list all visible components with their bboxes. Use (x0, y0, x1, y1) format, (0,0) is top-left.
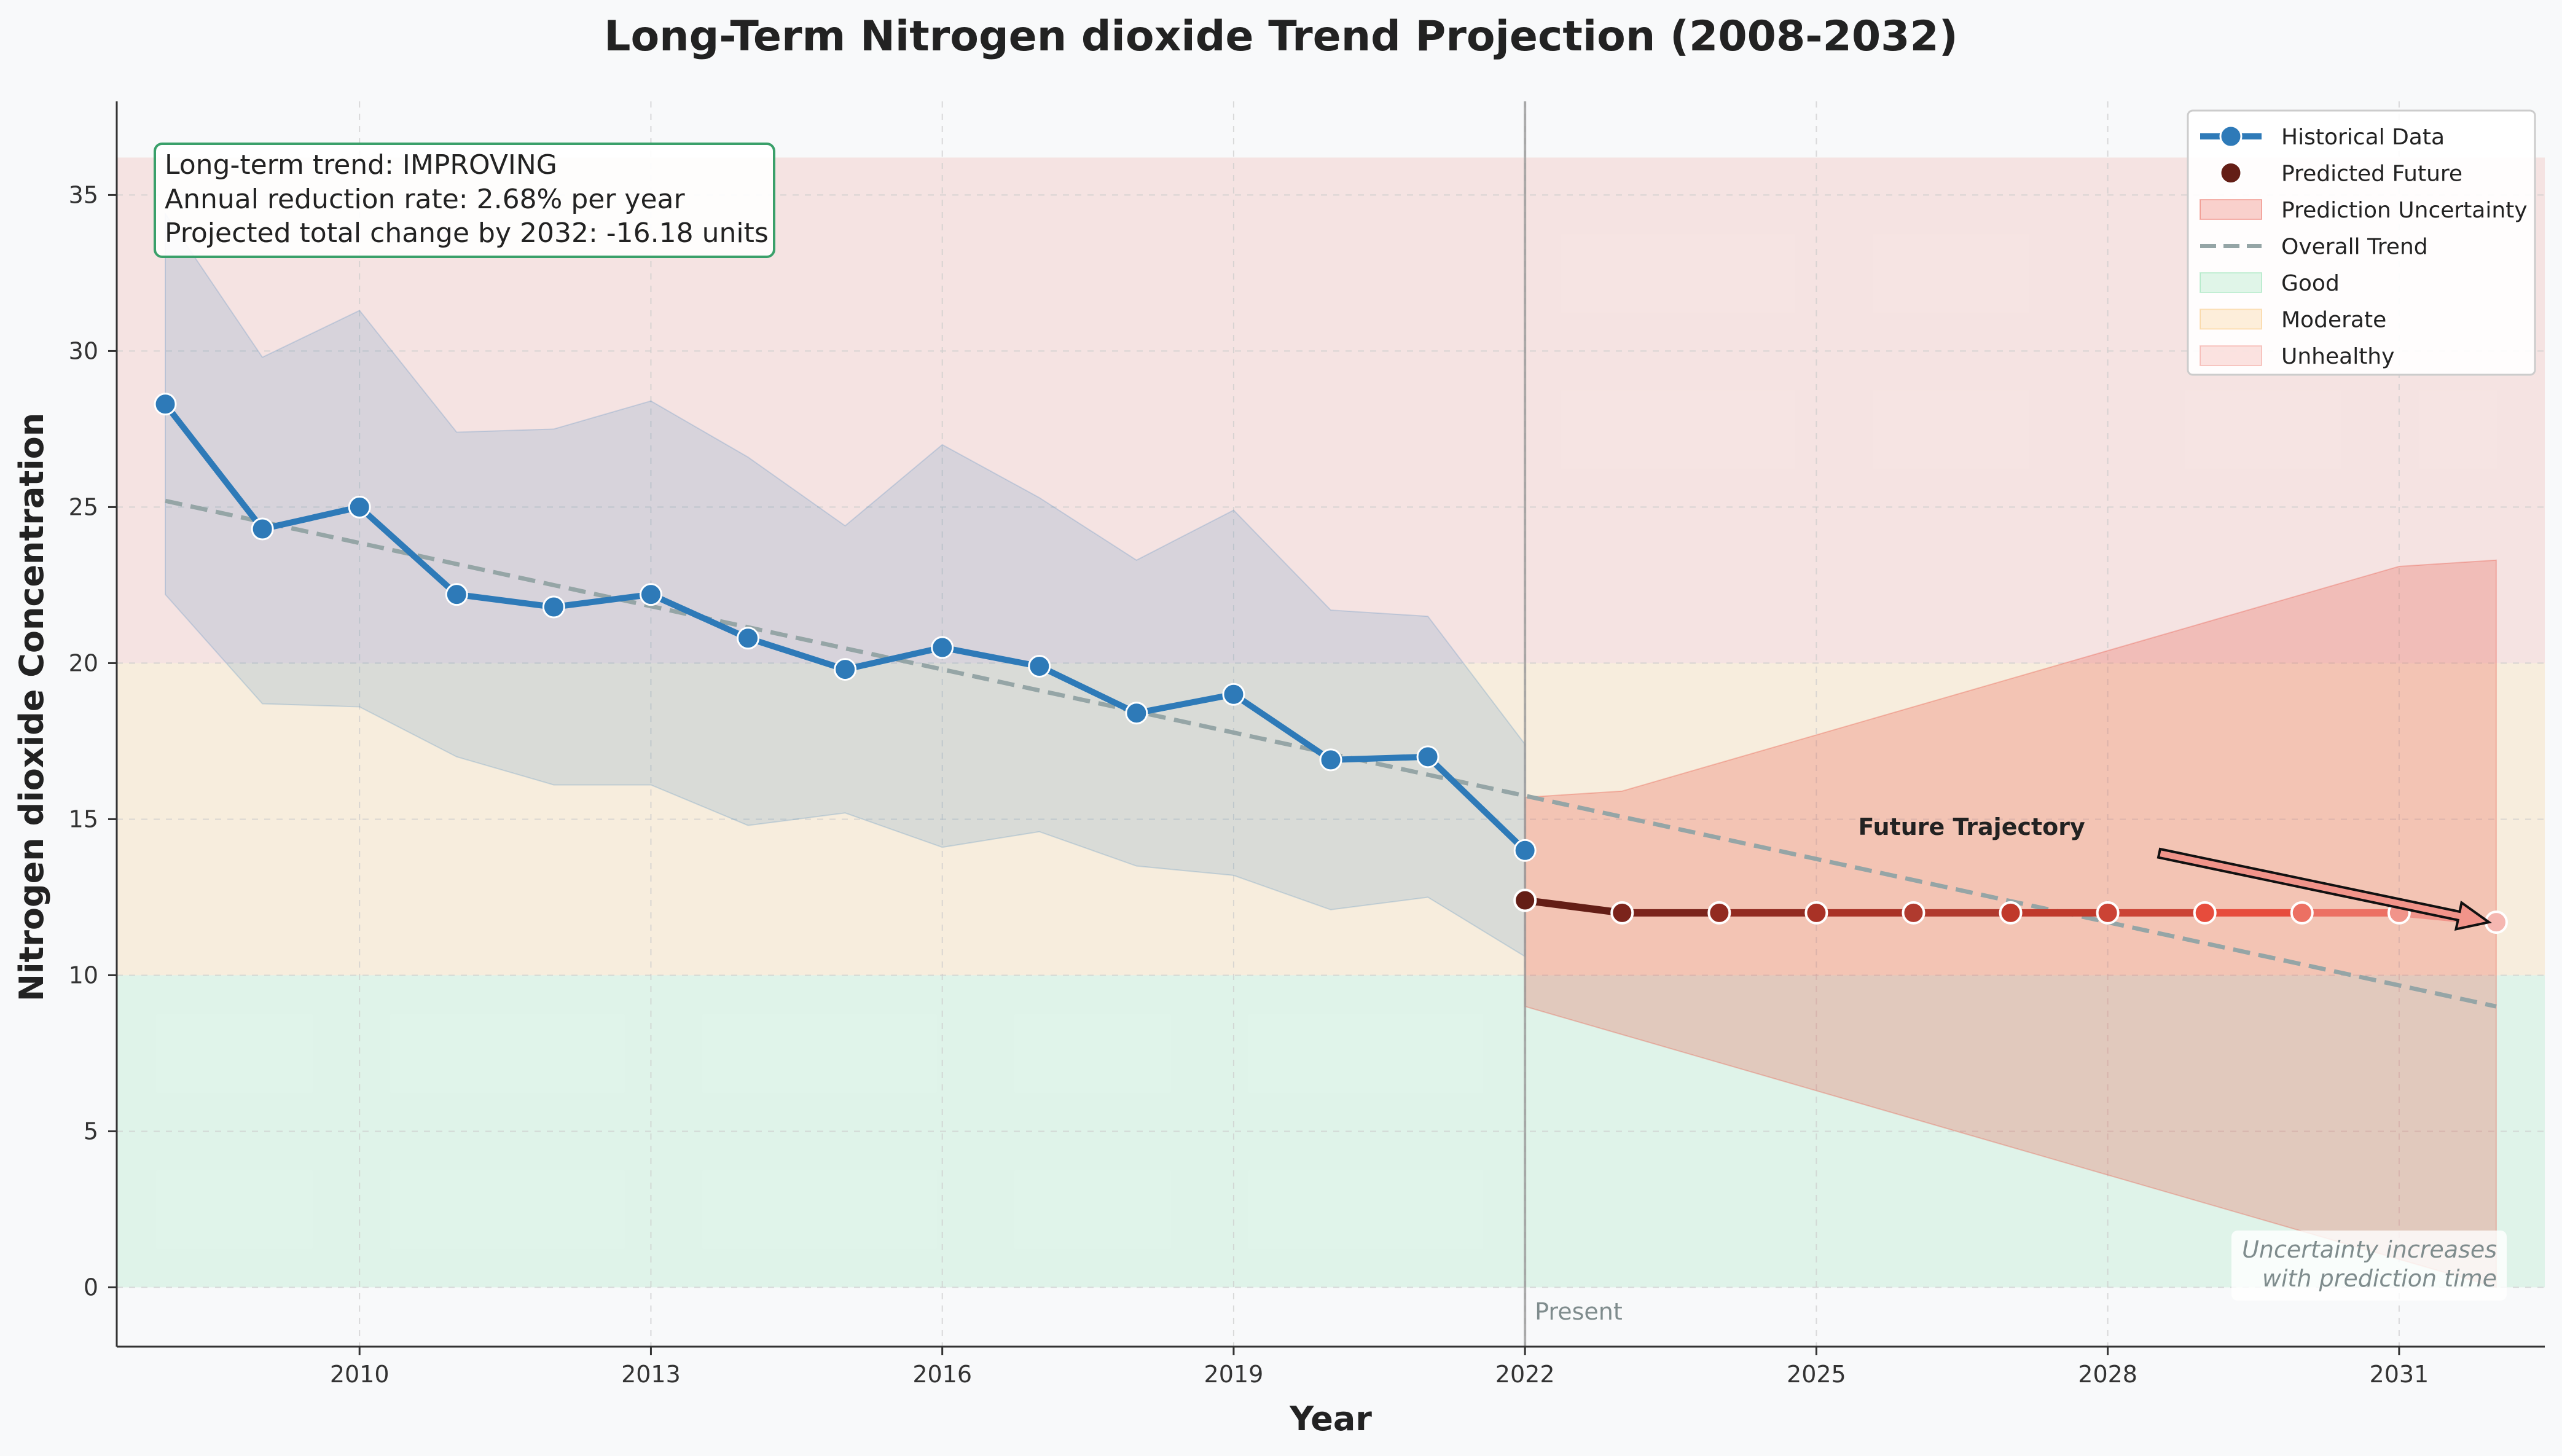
uncertainty-note: Uncertainty increases with prediction ti… (2231, 1231, 2507, 1301)
y-tick-label: 5 (84, 1117, 98, 1145)
historical-point (1319, 748, 1342, 772)
historical-point (542, 595, 565, 619)
future-point (2096, 901, 2120, 925)
series-points (154, 393, 2508, 934)
legend-label: Predicted Future (2281, 162, 2462, 187)
x-tick-label: 2019 (1204, 1361, 1264, 1388)
zone-good (117, 975, 2545, 1288)
x-tick-label: 2013 (621, 1361, 681, 1388)
axes (108, 101, 2545, 1355)
historical-point (1125, 702, 1148, 725)
y-tick-label: 25 (69, 493, 98, 520)
historical-point (834, 658, 857, 681)
y-axis-label: Nitrogen dioxide Concentration (12, 413, 51, 1001)
legend: Historical Data Predicted Future Predictio… (2187, 109, 2536, 376)
y-tick-label: 0 (84, 1274, 98, 1301)
future-trajectory-annotation: Future Trajectory (1858, 813, 2492, 931)
note-line-2: with prediction time (2262, 1265, 2497, 1292)
future-point (1804, 901, 1828, 925)
annotation-text: Future Trajectory (1858, 813, 2085, 840)
legend-label: Unhealthy (2281, 344, 2394, 369)
legend-label: Overall Trend (2281, 235, 2428, 260)
historical-point (737, 627, 760, 650)
legend-box (2187, 109, 2536, 376)
y-tick-label: 20 (69, 649, 98, 676)
present-label: Present (1535, 1298, 1623, 1325)
legend-symbol-patch (2200, 272, 2262, 293)
legend-symbol-patch (2200, 345, 2262, 366)
historical-point (251, 517, 274, 541)
tick-labels: 2010 2013 2016 2019 2022 2025 2028 203105101520… (69, 181, 2429, 1388)
legend-label: Moderate (2281, 308, 2386, 333)
historical-point (1416, 745, 1440, 769)
x-tick-label: 2016 (912, 1361, 972, 1388)
info-rate: Annual reduction rate: 2.68% per year (165, 184, 686, 215)
chart-title: Long-Term Nitrogen dioxide Trend Project… (604, 12, 1958, 61)
legend-symbol-marker (2219, 125, 2243, 148)
historical-point (931, 636, 954, 659)
x-axis-label: Year (1289, 1399, 1372, 1438)
x-tick-label: 2028 (2078, 1361, 2137, 1388)
legend-symbol-patch (2200, 199, 2262, 220)
legend-label: Good (2281, 271, 2340, 296)
legend-symbol-marker (2219, 162, 2243, 184)
y-tick-label: 10 (69, 961, 98, 988)
legend-label: Historical Data (2281, 125, 2445, 150)
x-tick-label: 2025 (1787, 1361, 1846, 1388)
future-point (1513, 888, 1537, 912)
future-point (1610, 901, 1634, 925)
future-point (2193, 901, 2217, 925)
legend-label: Prediction Uncertainty (2281, 198, 2528, 223)
historical-point (1513, 839, 1537, 862)
y-tick-label: 30 (69, 337, 98, 364)
future-point (2290, 901, 2314, 925)
y-tick-label: 35 (69, 181, 98, 208)
info-trend: Long-term trend: IMPROVING (165, 149, 557, 181)
future-segment (1521, 896, 1626, 917)
historical-point (1222, 683, 1245, 706)
historical-point (445, 583, 468, 606)
x-tick-label: 2031 (2370, 1361, 2429, 1388)
y-tick-label: 15 (69, 805, 98, 832)
historical-point (348, 495, 371, 519)
annotation-arrow (2157, 847, 2492, 931)
historical-point (639, 583, 662, 606)
info-change: Projected total change by 2032: -16.18 u… (165, 217, 769, 249)
future-point (1707, 901, 1731, 925)
future-point (1999, 901, 2023, 925)
legend-symbol-patch (2200, 308, 2262, 330)
info-box: Long-term trend: IMPROVING Annual reduct… (154, 143, 775, 258)
x-tick-label: 2022 (1495, 1361, 1555, 1388)
historical-point (1028, 655, 1051, 678)
zone-moderate (117, 663, 2545, 976)
note-line-1: Uncertainty increases (2242, 1236, 2497, 1263)
historical-point (154, 393, 177, 416)
x-tick-label: 2010 (330, 1361, 390, 1388)
future-point (1902, 901, 1925, 925)
